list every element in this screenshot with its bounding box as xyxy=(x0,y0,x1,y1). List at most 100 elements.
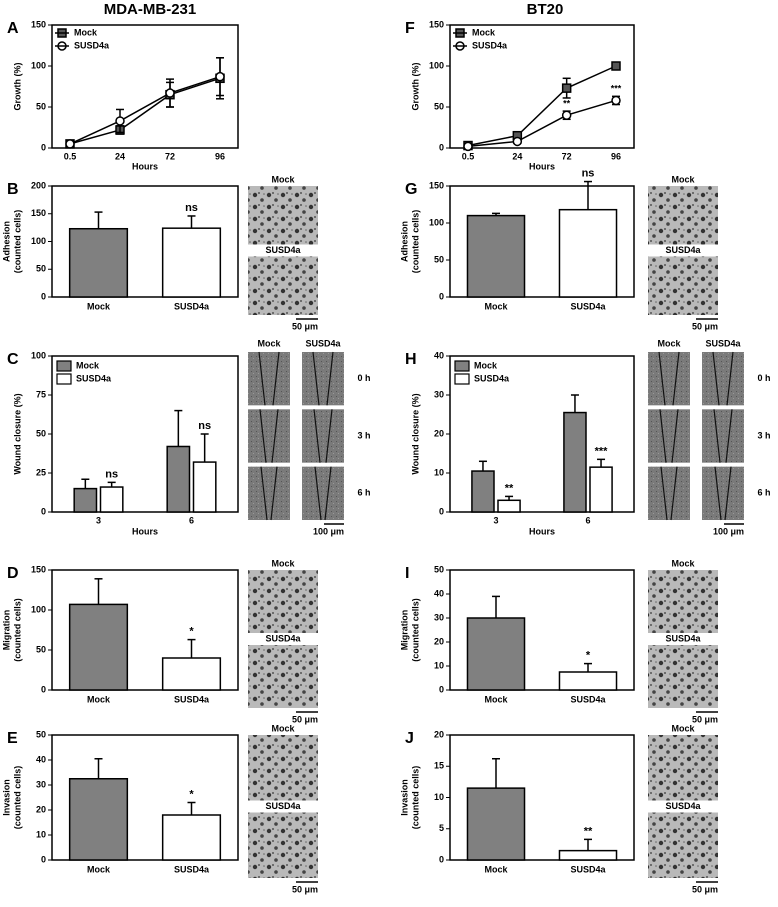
y-axis-label: Migration xyxy=(399,610,409,651)
bar xyxy=(68,603,129,691)
x-tick-label: SUSD4a xyxy=(174,301,210,311)
y-tick-label: 150 xyxy=(429,180,444,190)
significance: ** xyxy=(584,825,593,837)
wound-edge xyxy=(725,409,733,463)
plot-frame xyxy=(51,24,239,149)
scale-bar-label: 50 μm xyxy=(292,714,318,724)
image-label: SUSD4a xyxy=(665,245,701,255)
bar xyxy=(558,849,618,861)
y-axis-label: (counted cells) xyxy=(12,598,22,662)
column-title: MDA-MB-231 xyxy=(104,1,197,18)
wound-edge xyxy=(658,351,666,406)
y-tick-label: 5 xyxy=(439,823,444,833)
x-tick-label: 24 xyxy=(115,151,125,161)
x-tick-label: 72 xyxy=(562,151,572,161)
bar xyxy=(192,461,217,513)
legend-label: Mock xyxy=(74,27,98,37)
wound-edge xyxy=(659,409,667,463)
bar xyxy=(73,487,98,513)
x-tick-label: Mock xyxy=(484,301,508,311)
x-tick-label: SUSD4a xyxy=(174,694,210,704)
y-tick-label: 50 xyxy=(434,254,444,264)
y-tick-label: 0 xyxy=(439,142,444,152)
y-tick-label: 20 xyxy=(434,729,444,739)
marker xyxy=(65,139,75,149)
y-axis-label: Adhesion xyxy=(1,221,11,262)
wound-edge xyxy=(258,351,266,406)
y-tick-label: 40 xyxy=(434,350,444,360)
significance: ** xyxy=(563,98,571,108)
x-tick-label: 0.5 xyxy=(462,151,475,161)
x-tick-label: 96 xyxy=(215,151,225,161)
wound-edge xyxy=(272,351,280,406)
x-tick-label: Mock xyxy=(87,694,111,704)
y-tick-label: 150 xyxy=(31,19,46,29)
legend-label: SUSD4a xyxy=(474,373,510,383)
bar xyxy=(558,208,618,298)
y-tick-label: 30 xyxy=(434,389,444,399)
bar xyxy=(166,445,191,513)
y-tick-label: 40 xyxy=(434,588,444,598)
micrograph xyxy=(648,570,718,633)
x-tick-label: 6 xyxy=(585,515,590,525)
micrograph xyxy=(248,645,318,708)
y-tick-label: 150 xyxy=(31,208,46,218)
y-axis-label: (counted cells) xyxy=(12,210,22,274)
panel-letter: B xyxy=(7,181,19,198)
wound-edge xyxy=(326,351,334,406)
bar xyxy=(563,411,587,513)
image-label: SUSD4a xyxy=(665,801,701,811)
image-label: 3 h xyxy=(757,430,770,440)
x-tick-label: Mock xyxy=(484,694,508,704)
x-axis-label: Hours xyxy=(529,526,555,536)
marker xyxy=(611,61,621,71)
micrograph xyxy=(648,409,690,463)
bar xyxy=(589,466,613,513)
y-tick-label: 50 xyxy=(36,729,46,739)
y-tick-label: 10 xyxy=(434,467,444,477)
legend-label: Mock xyxy=(474,360,498,370)
x-axis-label: Hours xyxy=(529,161,555,171)
wound-edge xyxy=(670,466,678,521)
y-tick-label: 0 xyxy=(439,506,444,516)
y-tick-label: 10 xyxy=(434,660,444,670)
y-axis-label: Wound closure (%) xyxy=(410,393,420,474)
micrograph xyxy=(302,466,344,520)
image-label: SUSD4a xyxy=(665,633,701,643)
plot-frame xyxy=(449,185,635,298)
panel-letter: J xyxy=(405,730,414,747)
legend-swatch xyxy=(454,360,470,372)
scale-bar-label: 50 μm xyxy=(692,321,718,331)
x-tick-label: Mock xyxy=(484,864,508,874)
marker xyxy=(512,136,523,147)
plot-frame xyxy=(449,569,635,691)
wound-edge xyxy=(714,466,722,521)
micrograph xyxy=(648,466,690,520)
wound-edge xyxy=(671,409,679,463)
legend-swatch xyxy=(56,373,72,385)
x-tick-label: Mock xyxy=(87,301,111,311)
y-tick-label: 50 xyxy=(434,564,444,574)
y-tick-label: 0 xyxy=(41,854,46,864)
marker xyxy=(115,116,125,126)
image-label: Mock xyxy=(671,558,695,568)
legend-swatch xyxy=(56,360,72,372)
micrograph xyxy=(648,812,718,878)
micrograph xyxy=(648,352,690,406)
significance: *** xyxy=(595,445,609,457)
y-axis-label: Wound closure (%) xyxy=(12,393,22,474)
image-label: SUSD4a xyxy=(705,338,741,348)
image-label: 3 h xyxy=(357,430,370,440)
y-tick-label: 100 xyxy=(31,236,46,246)
image-label: 6 h xyxy=(357,488,370,498)
y-tick-label: 20 xyxy=(36,804,46,814)
plot-frame xyxy=(449,734,635,861)
bar xyxy=(68,778,129,861)
panel-letter: E xyxy=(7,730,18,747)
y-tick-label: 50 xyxy=(434,101,444,111)
x-tick-label: 72 xyxy=(165,151,175,161)
bar xyxy=(161,227,222,298)
image-label: Mock xyxy=(257,338,281,348)
y-axis-label: (counted cells) xyxy=(12,766,22,830)
scale-bar-label: 50 μm xyxy=(692,714,718,724)
